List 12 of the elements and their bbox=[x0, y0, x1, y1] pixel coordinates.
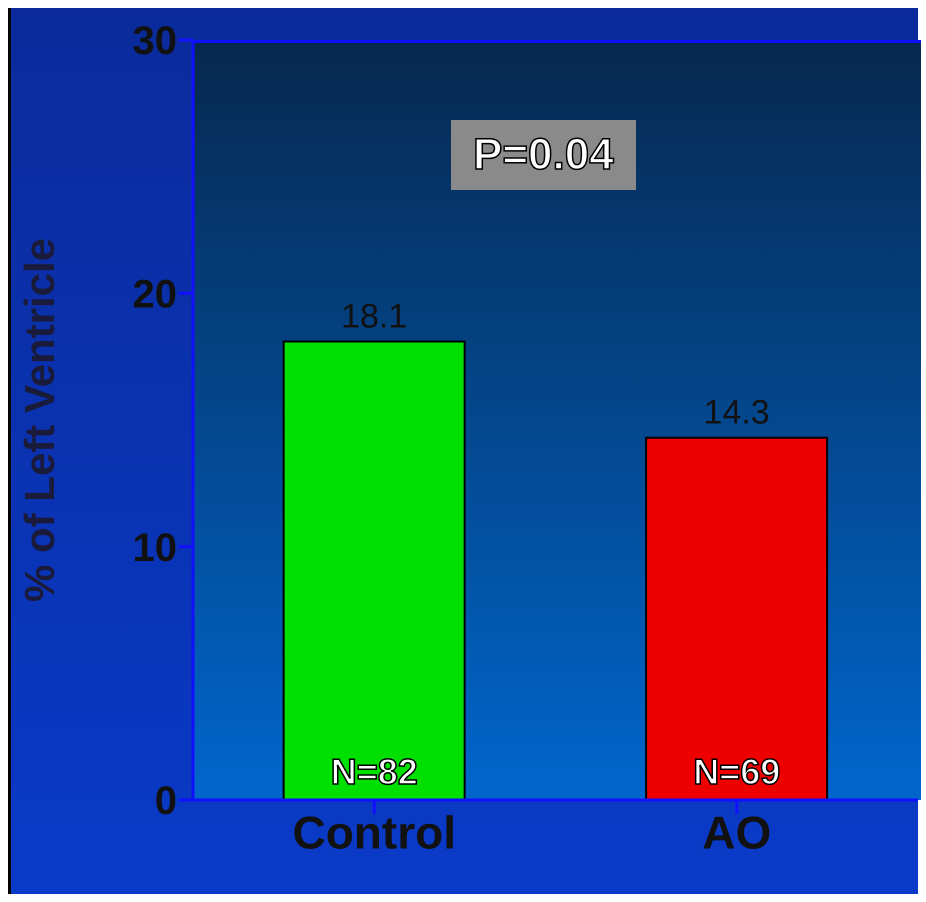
y-tick-label: 20 bbox=[132, 272, 177, 317]
y-tick-label: 0 bbox=[154, 779, 177, 824]
x-tick-label: Control bbox=[292, 806, 456, 859]
data-label: 14.3 bbox=[704, 394, 770, 432]
data-label: 18.1 bbox=[341, 297, 408, 336]
y-tick-label: 30 bbox=[132, 19, 177, 64]
annotation: P=0.04 bbox=[451, 120, 636, 190]
y-tick-label: 10 bbox=[132, 526, 177, 570]
annotation: N=82 bbox=[330, 751, 418, 792]
x-tick-label: AO bbox=[702, 806, 772, 859]
annotation: N=69 bbox=[693, 751, 780, 792]
y-axis-title: % of Left Ventricle bbox=[16, 238, 63, 602]
